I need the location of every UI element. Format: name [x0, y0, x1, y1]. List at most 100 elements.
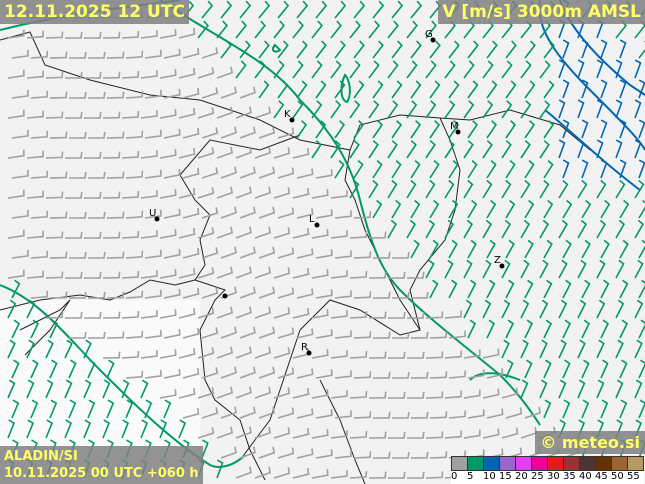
wind-barb: [197, 427, 215, 439]
wind-barb: [125, 330, 144, 339]
wind-barb: [254, 426, 272, 439]
wind-barb: [88, 211, 106, 219]
wind-barb: [391, 199, 402, 219]
forecast-datetime: 12.11.2025 12 UTC: [0, 0, 189, 24]
wind-barb: [372, 411, 391, 419]
wind-barb: [45, 379, 54, 399]
wind-barb: [235, 186, 252, 199]
wind-barb: [429, 239, 439, 259]
wind-barb: [638, 279, 645, 299]
legend-swatch: [564, 457, 580, 470]
wind-barb: [596, 59, 604, 79]
wind-barb: [49, 399, 58, 419]
wind-barb: [49, 91, 68, 99]
wind-barb: [463, 219, 474, 239]
wind-barb: [235, 346, 252, 359]
wind-barb: [102, 351, 121, 359]
wind-barb: [406, 179, 417, 199]
wind-barb: [277, 247, 295, 259]
wind-barb: [106, 251, 125, 259]
wind-barb: [239, 206, 256, 219]
wind-barb: [159, 309, 177, 319]
wind-barb: [448, 239, 458, 259]
wind-barb: [102, 231, 121, 239]
wind-barb: [334, 0, 347, 19]
wind-barb: [410, 199, 421, 219]
wind-barb: [277, 207, 295, 219]
wind-barb: [372, 159, 383, 179]
wind-barb: [216, 66, 234, 79]
wind-barb: [121, 30, 140, 39]
wind-barb: [353, 159, 364, 179]
wind-barb: [543, 40, 555, 59]
wind-barb: [520, 426, 538, 439]
wind-barb: [102, 151, 121, 159]
wind-barb: [634, 139, 642, 159]
wind-barb: [106, 359, 115, 379]
wind-barb: [140, 190, 158, 199]
wind-barb: [216, 20, 228, 39]
model-name: ALADIN/SI: [4, 449, 78, 464]
wind-barb: [387, 20, 399, 39]
wind-barb: [197, 187, 215, 199]
wind-barb: [429, 120, 441, 139]
wind-barb: [258, 446, 276, 459]
wind-barb: [334, 80, 346, 99]
wind-barb: [49, 51, 68, 59]
wind-barb: [11, 209, 29, 219]
wind-barb: [64, 379, 73, 399]
wind-barb: [178, 148, 196, 159]
wind-barb: [410, 239, 420, 259]
wind-barb: [84, 111, 102, 119]
wind-barb: [254, 226, 272, 239]
wind-barb: [277, 167, 295, 179]
wind-barb: [64, 271, 83, 279]
wind-barb: [353, 211, 372, 219]
wind-barb: [121, 310, 140, 319]
wind-barb: [258, 286, 276, 299]
wind-barb: [391, 0, 404, 19]
wind-barb: [425, 60, 437, 79]
wind-barb: [88, 331, 106, 339]
wind-barb: [600, 399, 609, 419]
wind-barb: [216, 426, 234, 439]
wind-barb: [425, 311, 444, 319]
wind-barb: [163, 48, 181, 59]
wind-barb: [7, 229, 25, 239]
wind-barb: [353, 80, 365, 99]
wind-barb: [596, 379, 605, 399]
wind-barb: [392, 371, 410, 379]
wind-barb: [140, 30, 158, 39]
wind-barb: [349, 20, 361, 39]
wind-barb: [277, 127, 295, 139]
wind-barb: [144, 249, 162, 259]
wind-barb: [106, 211, 125, 219]
wind-barb: [26, 70, 45, 79]
wind-barb: [125, 290, 144, 299]
wind-barb: [159, 389, 177, 399]
wind-barb: [254, 146, 272, 159]
wind-barb: [425, 179, 436, 199]
wind-barb: [273, 347, 291, 359]
wind-barb: [429, 159, 440, 179]
wind-barb: [273, 387, 291, 399]
wind-barb: [467, 159, 478, 179]
wind-barb: [311, 389, 329, 399]
city-marker: [289, 117, 295, 123]
wind-barb: [216, 306, 234, 319]
wind-barb: [353, 251, 372, 259]
wind-barb: [638, 119, 645, 139]
wind-barb: [467, 319, 477, 339]
city-marker: [222, 293, 228, 299]
wind-barb: [486, 408, 504, 419]
wind-barb: [30, 90, 49, 99]
wind-barb: [178, 108, 196, 119]
wind-barb: [201, 407, 219, 419]
wind-barb: [258, 406, 276, 419]
wind-barb: [463, 179, 474, 199]
wind-barb: [258, 126, 276, 139]
wind-barb: [448, 80, 460, 99]
wind-barb: [68, 359, 77, 379]
wind-barb: [49, 251, 68, 259]
wind-barb: [121, 350, 140, 359]
